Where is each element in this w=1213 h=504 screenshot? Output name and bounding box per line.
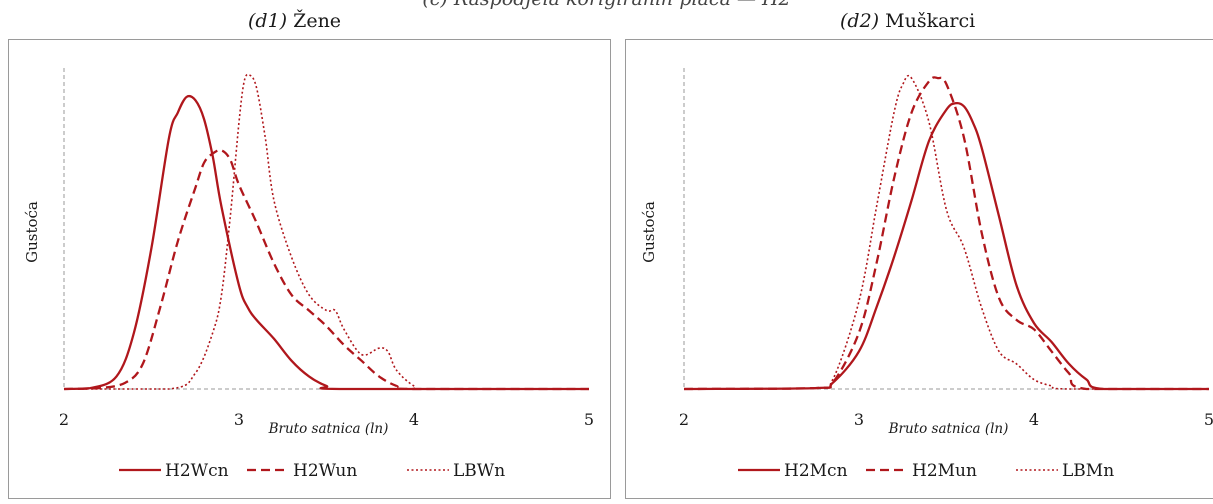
legend-label-LBMn: LBMn xyxy=(1062,461,1114,481)
chart-panel-men: Gustoća 2 3 4 5 Bruto satnica (ln) H2Mcn H2Mun L… xyxy=(625,39,1213,499)
legend-label-H2Wcn: H2Wcn xyxy=(165,461,229,481)
panel-title-men: (d2) Muškarci xyxy=(840,10,975,32)
x-axis-label-women: Bruto satnica (ln) xyxy=(268,421,389,437)
x-tick-label-women-3: 3 xyxy=(234,410,244,429)
x-tick-label-women-5: 5 xyxy=(584,410,594,429)
chart-svg-women: Gustoća 2 3 4 5 Bruto satnica (ln) H2Wcn H2Wun L… xyxy=(23,68,594,481)
series-line-H2Wun xyxy=(63,148,589,391)
x-axis-label-men: Bruto satnica (ln) xyxy=(888,421,1009,437)
legend-label-H2Mcn: H2Mcn xyxy=(784,461,848,481)
legend-label-LBWn: LBWn xyxy=(453,461,505,481)
legend-label-H2Wun: H2Wun xyxy=(293,461,357,481)
panel-name-women: Žene xyxy=(293,10,342,32)
panel-label-men: (d2) xyxy=(840,10,880,32)
x-tick-label-men-4: 4 xyxy=(1029,410,1039,429)
y-axis-label-women: Gustoća xyxy=(23,201,41,263)
panel-name-men: Muškarci xyxy=(885,10,976,32)
x-tick-label-women-2: 2 xyxy=(59,410,69,429)
legend-label-H2Mun: H2Mun xyxy=(912,461,977,481)
y-axis-label-men: Gustoća xyxy=(640,201,658,263)
x-tick-label-men-2: 2 xyxy=(679,410,689,429)
series-line-LBMn xyxy=(683,74,1209,390)
panel-label-women: (d1) xyxy=(248,10,288,32)
panel-title-women: (d1) Žene xyxy=(248,10,341,32)
series-line-H2Mun xyxy=(683,76,1209,391)
series-line-LBWn xyxy=(64,73,589,390)
figure-title: (c) Raspodjela korigiranih plaća — H2 xyxy=(0,0,1213,10)
chart-panel-women: Gustoća 2 3 4 5 Bruto satnica (ln) H2Wcn H2Wun L… xyxy=(8,39,611,499)
x-tick-label-men-3: 3 xyxy=(854,410,864,429)
series-line-H2Mcn xyxy=(683,101,1209,391)
chart-svg-men: Gustoća 2 3 4 5 Bruto satnica (ln) H2Mcn H2Mun L… xyxy=(640,68,1213,481)
series-line-H2Wcn xyxy=(63,94,589,391)
x-tick-label-women-4: 4 xyxy=(409,410,419,429)
x-tick-label-men-5: 5 xyxy=(1204,410,1213,429)
